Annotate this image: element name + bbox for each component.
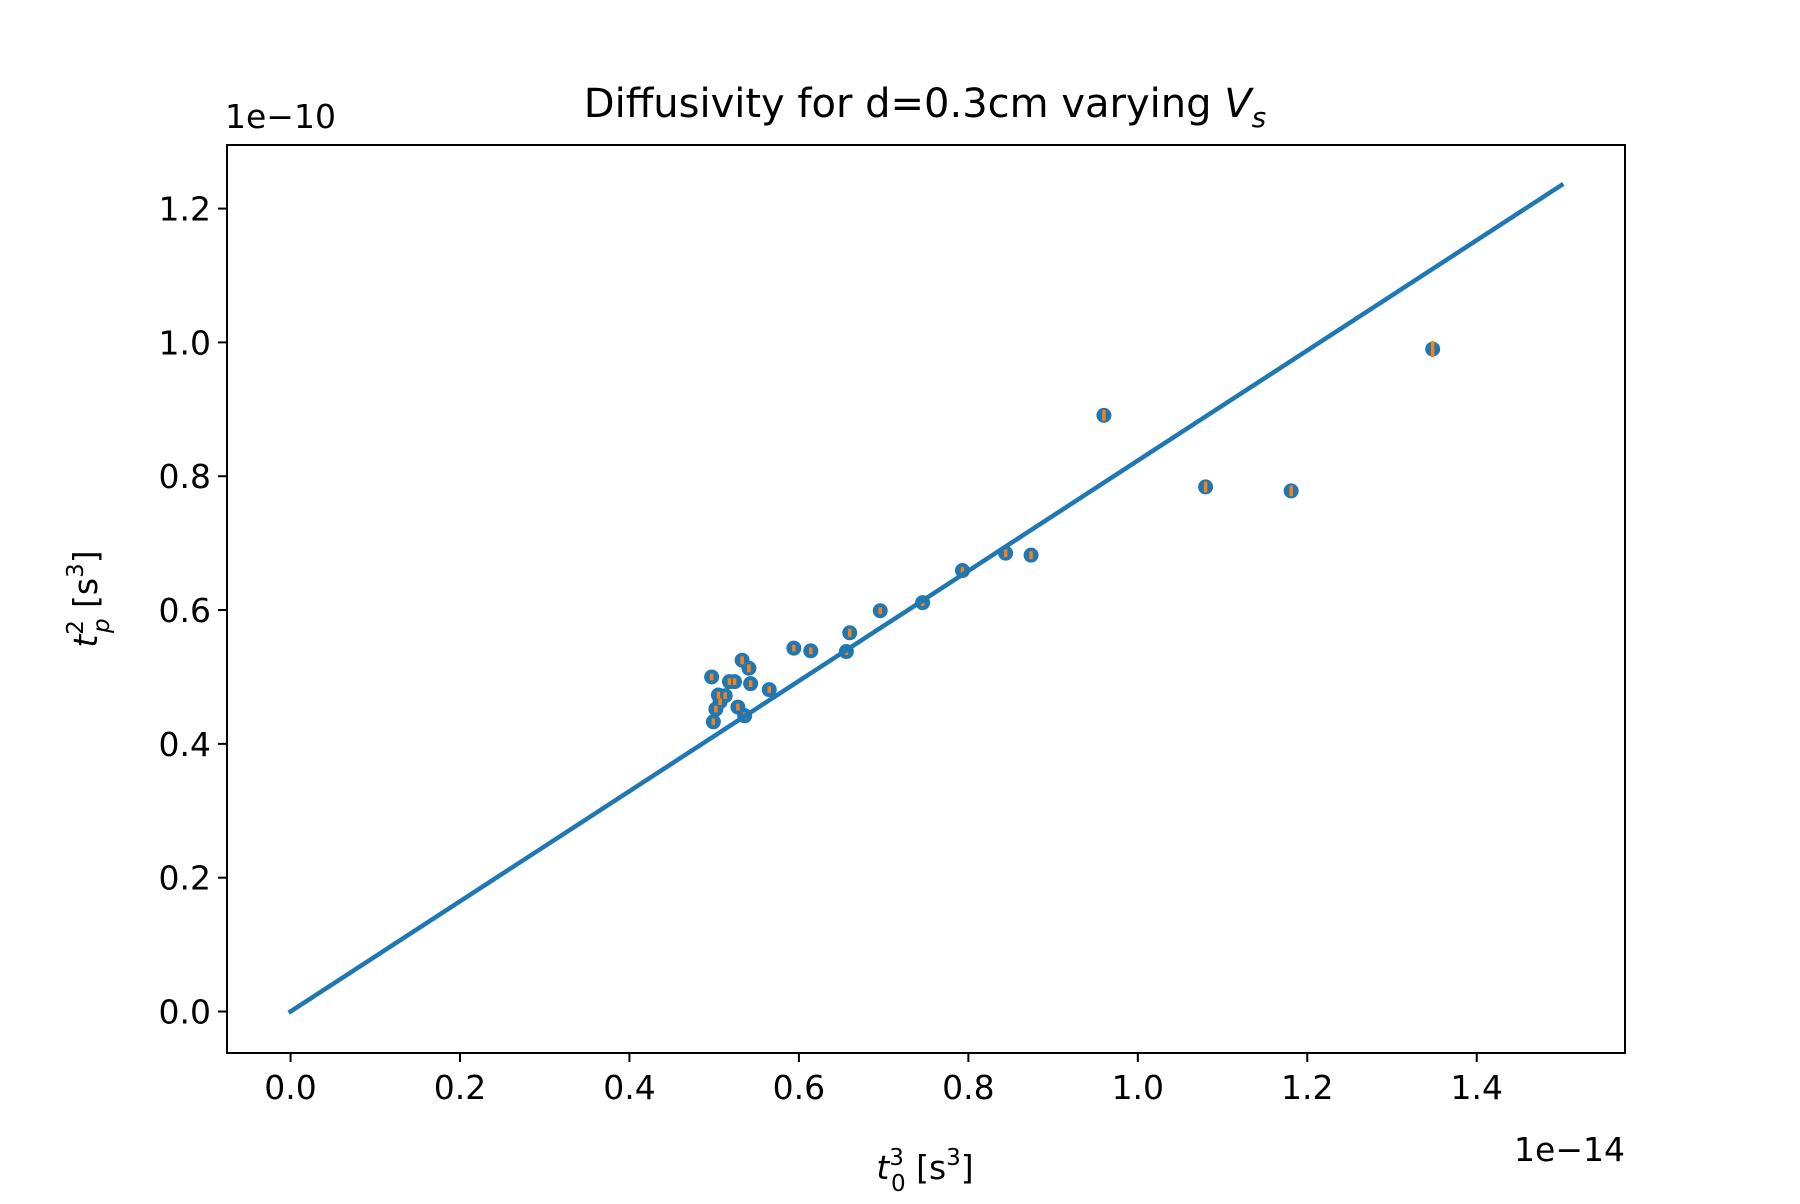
y-offset-label: 1e−10 [225,97,336,136]
y-axis-label: t2p [s3] [63,550,115,647]
x-tick-label: 0.6 [773,1068,825,1107]
axes-frame [226,144,1626,1054]
x-axis-label: t3 0 [s3] [876,1145,973,1197]
fit-line [287,182,1565,1015]
y-tick-label: 0.0 [159,993,211,1032]
x-tick-label: 0.4 [603,1068,655,1107]
y-tick-label: 0.6 [159,591,211,630]
x-tick-label: 0.0 [264,1068,316,1107]
y-tick-label: 0.8 [159,457,211,496]
y-tick-label: 1.2 [159,190,211,229]
x-tick-label: 1.0 [1112,1068,1164,1107]
x-axis-ticks: 0.0 0.2 0.4 0.6 0.8 1.0 1.2 1.4 [264,1053,1503,1107]
y-tick-label: 0.4 [159,725,211,764]
y-axis-ticks: 0.0 0.2 0.4 0.6 0.8 1.0 1.2 [159,190,227,1032]
x-offset-label: 1e−14 [1514,1130,1625,1169]
x-tick-label: 1.4 [1450,1068,1502,1107]
y-tick-label: 0.2 [159,859,211,898]
x-tick-label: 0.8 [942,1068,994,1107]
chart-title: Diffusivity for d=0.3cm varying Vs [584,81,1266,134]
y-tick-label: 1.0 [159,323,211,362]
x-tick-label: 1.2 [1281,1068,1333,1107]
plot-area [287,182,1565,1015]
x-tick-label: 0.2 [434,1068,486,1107]
